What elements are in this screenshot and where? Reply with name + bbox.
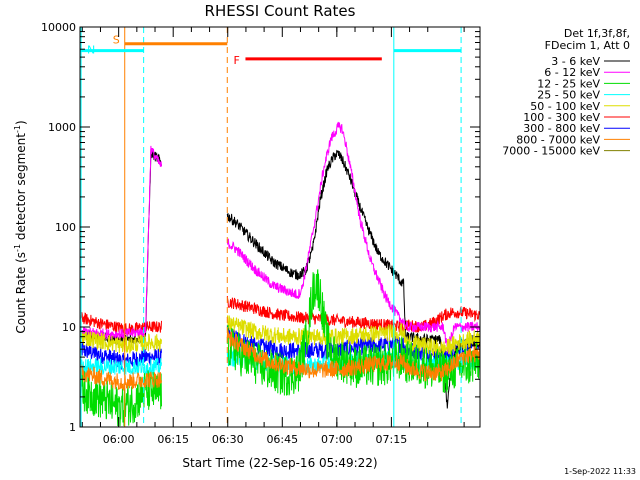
- legend-entry-label: 25 - 50 keV: [537, 89, 600, 102]
- series-line-800-7000-kev: [79, 330, 481, 391]
- x-tick-label: 06:45: [266, 433, 298, 446]
- axes: 1 10 100 1000 10000 06:00 06:15 06:30 06:45 07:00…: [41, 21, 480, 446]
- series-line-6-12-kev: [79, 121, 481, 353]
- legend-header-line: Det 1f,3f,8f,: [564, 27, 630, 40]
- legend-entry-label: 3 - 6 keV: [551, 55, 600, 68]
- legend-entry-label: 800 - 7000 keV: [516, 133, 600, 146]
- legend-entry-label: 12 - 25 keV: [537, 77, 600, 90]
- y-axis-label-part: Count Rate (s: [14, 252, 28, 334]
- x-axis-label: Start Time (22-Sep-16 05:49:22): [182, 456, 377, 470]
- legend-entry-label: 100 - 300 keV: [523, 111, 600, 124]
- legend-header-line: FDecim 1, Att 0: [545, 39, 630, 52]
- marker-bars: S N F: [80, 27, 462, 427]
- render-timestamp: 1-Sep-2022 11:33: [564, 467, 636, 476]
- interval-bar-label: N: [87, 44, 95, 57]
- legend-entry-label: 6 - 12 keV: [544, 66, 600, 79]
- chart-title: RHESSI Count Rates: [205, 2, 356, 20]
- legend-entry-label: 50 - 100 keV: [530, 100, 600, 113]
- y-tick-label: 10: [62, 321, 76, 334]
- x-tick-label: 06:30: [212, 433, 244, 446]
- y-axis-label-part: ): [14, 120, 28, 125]
- y-tick-label: 10000: [41, 21, 76, 34]
- series-line-50-100-kev: [79, 315, 481, 357]
- interval-bar-label: S: [113, 34, 120, 47]
- x-tick-label: 07:15: [376, 433, 408, 446]
- y-axis-label-exponent: -1: [13, 125, 22, 133]
- y-tick-label: 1: [69, 421, 76, 434]
- legend-entry-label: 7000 - 15000 keV: [502, 145, 600, 158]
- x-tick-label: 06:00: [103, 433, 135, 446]
- y-tick-label: 1000: [48, 121, 76, 134]
- y-tick-label: 100: [55, 221, 76, 234]
- plot-marks: [79, 121, 481, 427]
- x-tick-label: 06:15: [157, 433, 189, 446]
- x-tick-label: 07:00: [321, 433, 353, 446]
- series-line-100-300-kev: [79, 295, 481, 335]
- y-axis-label-exponent: -1: [13, 244, 22, 252]
- interval-bar-label: F: [233, 54, 239, 67]
- y-axis-label: Count Rate (s-1 detector segment-1): [13, 120, 28, 333]
- y-axis-label-part: detector segment: [14, 133, 28, 244]
- legend-entry-label: 300 - 800 keV: [523, 122, 600, 135]
